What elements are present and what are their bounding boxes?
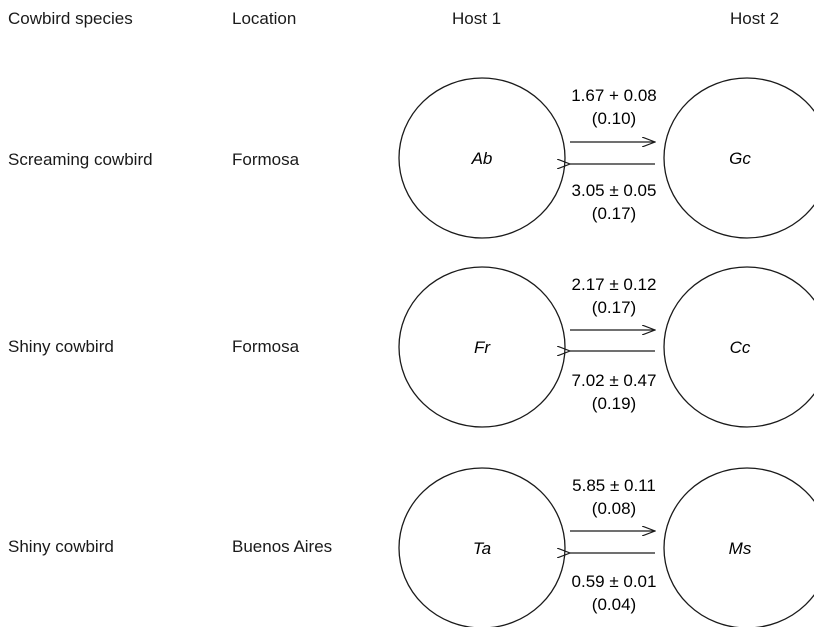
row3-location: Buenos Aires <box>232 537 333 556</box>
row1-top-value: 1.67 + 0.08 <box>571 86 657 105</box>
row3-species: Shiny cowbird <box>8 537 114 556</box>
row1-host1-circle <box>398 77 566 239</box>
row1-diagram: Ab Gc 1.67 + 0.08 (0.10) 3.05 ± 0.05 (0.… <box>398 77 814 239</box>
row1-location: Formosa <box>232 150 300 169</box>
row1-bottom-paren: (0.17) <box>592 204 636 223</box>
row3-host2-circle <box>663 467 814 627</box>
row2-species: Shiny cowbird <box>8 337 114 356</box>
row3-bottom-paren: (0.04) <box>592 595 636 614</box>
header-host1: Host 1 <box>452 9 502 28</box>
header-cowbird-species: Cowbird species <box>8 9 133 28</box>
row3-top-paren: (0.08) <box>592 499 636 518</box>
row2-bottom-paren: (0.19) <box>592 394 636 413</box>
row3-diagram: Ta Ms 5.85 ± 0.11 (0.08) 0.59 ± 0.01 (0.… <box>398 467 814 627</box>
row2-diagram: Fr Cc 2.17 ± 0.12 (0.17) 7.02 ± 0.47 (0.… <box>398 266 814 428</box>
row2-host2-circle <box>663 266 814 428</box>
row1-bottom-value: 3.05 ± 0.05 <box>572 181 657 200</box>
header-host2: Host 2 <box>730 9 780 28</box>
row1-species: Screaming cowbird <box>8 150 153 169</box>
row3-top-value: 5.85 ± 0.11 <box>572 476 656 495</box>
row2-location: Formosa <box>232 337 300 356</box>
row1-host2-label: Gc <box>729 149 751 168</box>
row1-top-paren: (0.10) <box>592 109 636 128</box>
header-location: Location <box>232 9 297 28</box>
row2-host1-label: Fr <box>474 338 491 357</box>
row1-host1-label: Ab <box>471 149 493 168</box>
row3-host2-label: Ms <box>729 539 752 558</box>
row3-host1-label: Ta <box>473 539 491 558</box>
row2-bottom-value: 7.02 ± 0.47 <box>572 371 657 390</box>
row2-top-value: 2.17 ± 0.12 <box>572 275 657 294</box>
row1-host2-circle <box>663 77 814 239</box>
row2-top-paren: (0.17) <box>592 298 636 317</box>
row2-host2-label: Cc <box>730 338 751 357</box>
row3-bottom-value: 0.59 ± 0.01 <box>572 572 657 591</box>
